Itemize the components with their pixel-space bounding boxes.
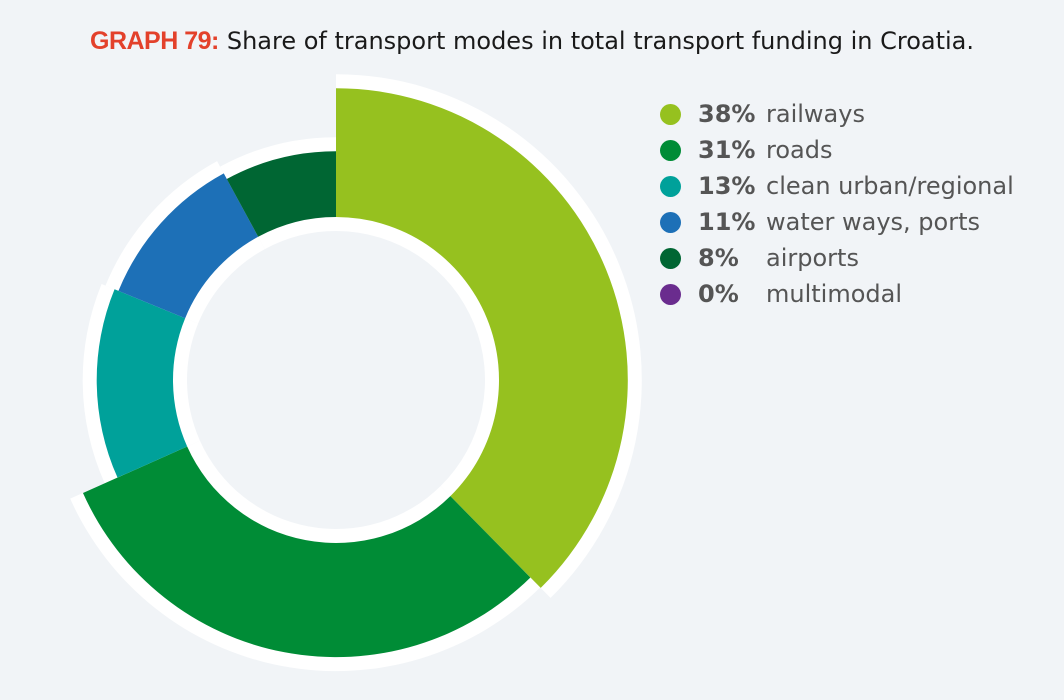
legend-swatch-water-ways-ports — [660, 211, 681, 233]
legend-item-clean-urban-regional: 13% clean urban/regional — [660, 168, 1014, 204]
legend-percent-multimodal: 0% — [698, 280, 739, 308]
legend-swatch-multimodal — [660, 283, 681, 305]
legend-label-airports: airports — [766, 244, 859, 272]
legend-percent-airports: 8% — [698, 244, 739, 272]
donut-chart — [70, 74, 642, 672]
legend-swatch-clean-urban-regional — [660, 175, 681, 197]
legend-label-roads: roads — [766, 136, 833, 164]
donut-slice-clean-urban-regional — [96, 289, 188, 478]
legend-swatch-roads — [660, 139, 681, 161]
legend-label-water-ways-ports: water ways, ports — [766, 208, 981, 236]
donut-slice-roads — [82, 446, 531, 658]
legend-label-clean-urban-regional: clean urban/regional — [766, 172, 1014, 200]
chart-title: GRAPH 79: Share of transport modes in to… — [0, 26, 1064, 56]
legend-item-roads: 31% roads — [660, 132, 1014, 168]
chart-title-text: Share of transport modes in total transp… — [226, 27, 974, 55]
donut-slice-water-ways-ports — [118, 173, 259, 319]
legend-percent-clean-urban-regional: 13% — [698, 172, 756, 200]
legend-item-railways: 38% railways — [660, 96, 1014, 132]
legend-label-multimodal: multimodal — [766, 280, 903, 308]
legend-percent-roads: 31% — [698, 136, 756, 164]
chart-title-prefix: GRAPH 79: — [90, 27, 219, 55]
donut-slice-railways — [336, 88, 628, 588]
chart-legend: 38% railways 31% roads 13% clean urban/region… — [660, 96, 1014, 312]
donut-slice-airports — [226, 151, 336, 237]
legend-percent-railways: 38% — [698, 100, 756, 128]
legend-label-railways: railways — [766, 100, 865, 128]
legend-swatch-airports — [660, 247, 681, 269]
legend-swatch-railways — [660, 103, 681, 125]
legend-item-multimodal: 0% multimodal — [660, 276, 1014, 312]
legend-item-airports: 8% airports — [660, 240, 1014, 276]
legend-percent-water-ways-ports: 11% — [698, 208, 756, 236]
legend-item-water-ways-ports: 11% water ways, ports — [660, 204, 1014, 240]
